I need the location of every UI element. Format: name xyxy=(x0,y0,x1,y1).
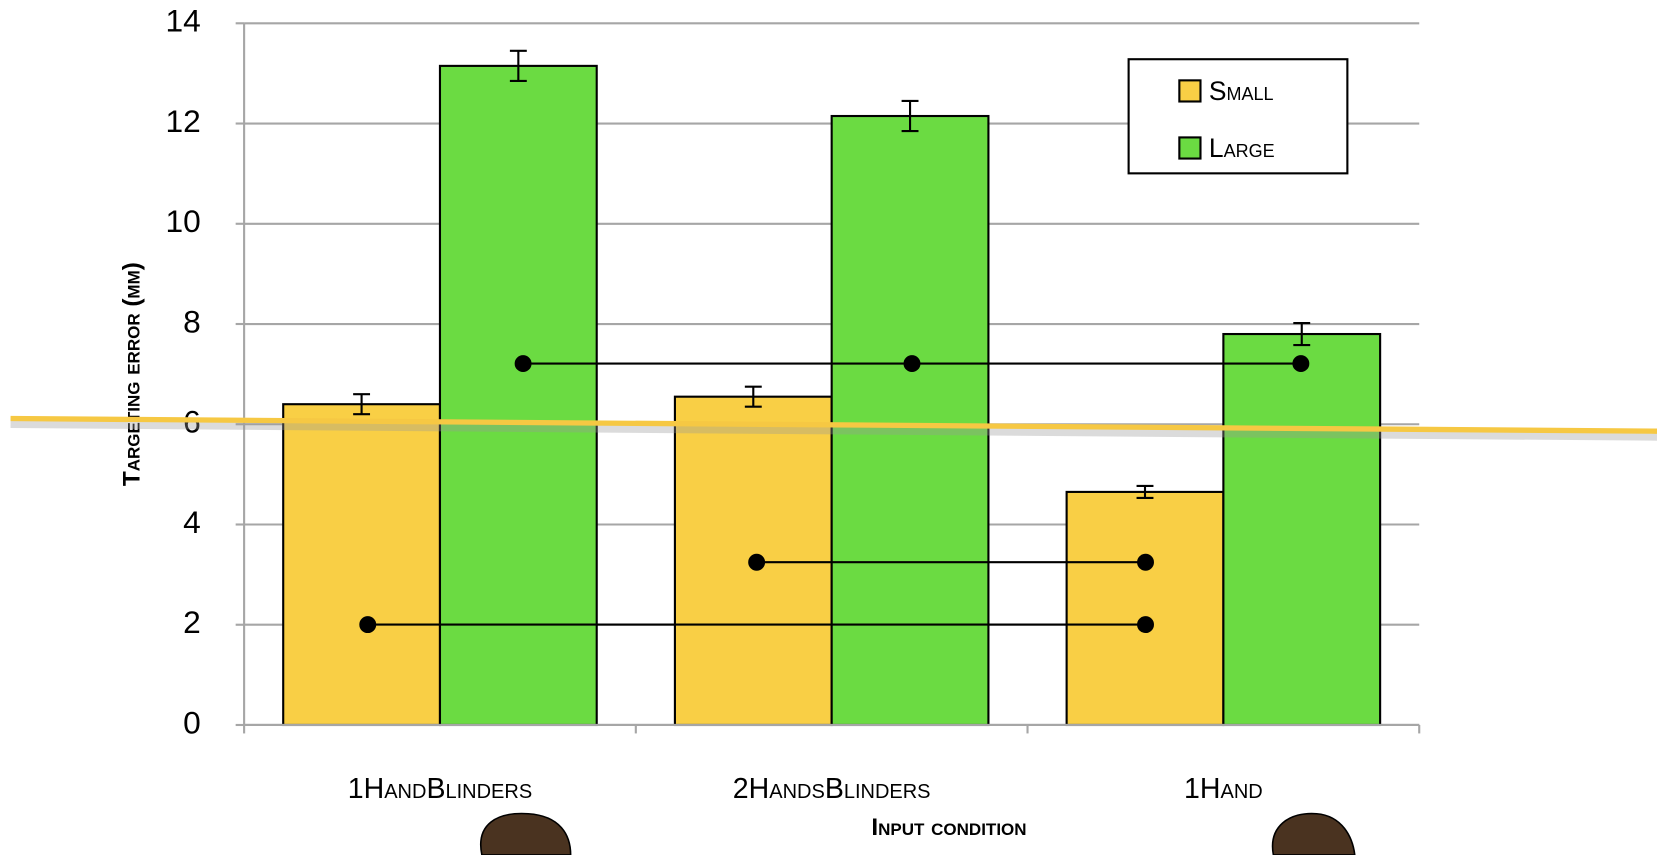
error-bar xyxy=(353,393,371,416)
legend-box xyxy=(1127,58,1349,175)
error-bar xyxy=(901,99,919,133)
error-bar xyxy=(1136,484,1154,499)
y-axis-title: Targeting error (mm) xyxy=(119,262,146,486)
y-tick-label: 2 xyxy=(183,604,201,640)
error-bar xyxy=(1293,321,1311,347)
bar xyxy=(830,114,990,727)
legend-label: Small xyxy=(1209,76,1274,106)
y-tick-label: 4 xyxy=(183,504,201,540)
x-axis-title: Input condition xyxy=(871,814,1026,841)
x-tick-label: 2HandsBlinders xyxy=(733,773,931,805)
bar xyxy=(282,403,442,727)
reference-line xyxy=(10,415,1657,441)
bar xyxy=(1065,490,1225,727)
y-tick-label: 12 xyxy=(166,103,201,139)
significance-lines xyxy=(359,355,1310,634)
legend-swatch xyxy=(1178,136,1202,160)
x-tick-label: 1HandBlinders xyxy=(348,773,532,805)
bar xyxy=(1222,332,1382,727)
hand-shape xyxy=(479,812,572,855)
error-bar xyxy=(509,49,527,82)
y-tick-label: 0 xyxy=(183,704,201,740)
x-tick-label: 1Hand xyxy=(1184,773,1263,805)
hand-shape xyxy=(1271,812,1356,855)
error-bar xyxy=(744,385,762,408)
y-tick-label: 10 xyxy=(166,203,201,239)
y-tick-label: 8 xyxy=(183,303,201,339)
bar xyxy=(438,64,598,727)
legend-swatch xyxy=(1178,79,1202,103)
y-tick-label: 14 xyxy=(166,3,201,39)
legend-label: Large xyxy=(1209,133,1275,163)
